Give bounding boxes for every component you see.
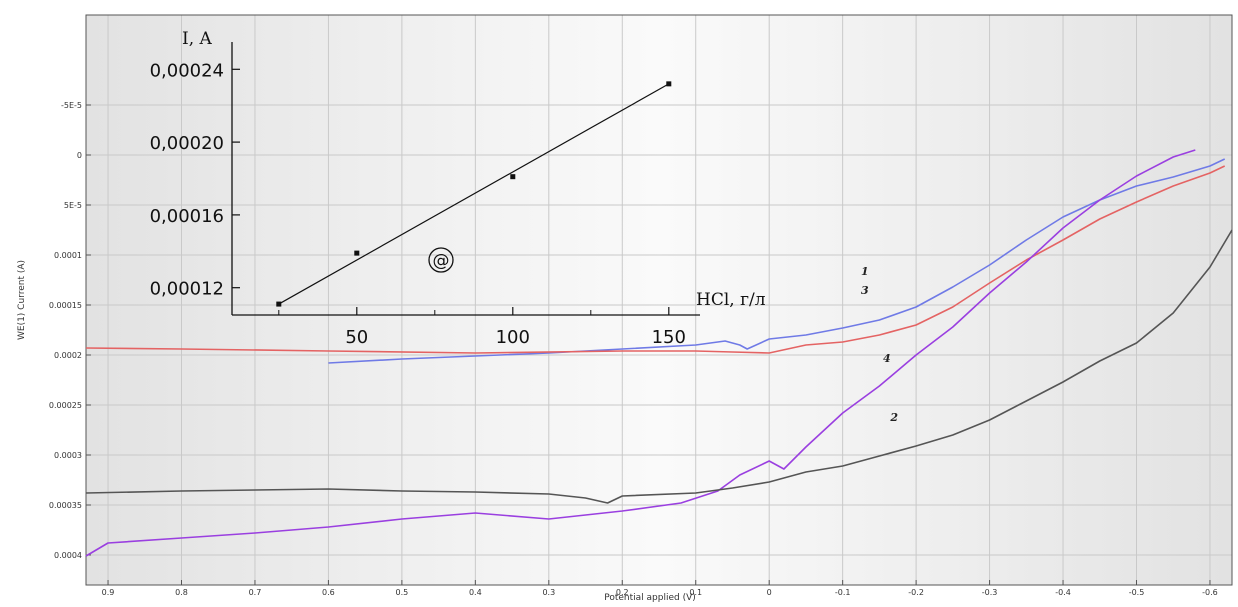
main-x-tick-label: 0.4	[469, 588, 482, 597]
main-y-tick-label: 0	[77, 151, 82, 160]
main-y-tick-label: 0.00035	[49, 501, 82, 510]
inset-x-tick-label: 50	[345, 327, 368, 348]
main-x-tick-label: 0.8	[175, 588, 188, 597]
main-y-tick-label: 0.00025	[49, 401, 82, 410]
inset-chart: 0,00012 0,00016 0,00020 0,00024 50 100 150 I,…	[150, 29, 766, 348]
inset-data-point	[510, 174, 516, 180]
curve-label-4: 4	[883, 352, 891, 365]
main-y-axis-label: WE(1) Current (A)	[17, 260, 27, 340]
inset-y-tick-label: 0,00024	[150, 60, 224, 81]
main-x-tick-label: 0.7	[249, 588, 262, 597]
inset-x-tick-label: 100	[496, 327, 530, 348]
curve-4	[85, 149, 1196, 557]
main-x-tick-label: -0.1	[835, 588, 851, 597]
main-y-tick-label: 0.0002	[54, 351, 82, 360]
inset-annotation: @	[433, 251, 450, 271]
main-y-tick-label: 0.0003	[54, 451, 82, 460]
inset-data-point	[276, 301, 282, 307]
main-grid	[86, 15, 1232, 585]
inset-y-tick-label: 0,00020	[150, 133, 224, 154]
inset-x-ticks: 50 100 150	[278, 307, 686, 348]
main-x-tick-label: -0.3	[982, 588, 998, 597]
inset-y-tick-label: 0,00012	[150, 279, 224, 300]
inset-x-axis-label: HCl, г/л	[696, 290, 766, 310]
main-y-ticks: -5E-5 0 5E-5 0.0001 0.00015 0.0002 0.00025 0.00…	[49, 101, 91, 560]
inset-fit-line	[278, 83, 670, 305]
main-y-tick-label: 0.0001	[54, 251, 82, 260]
main-x-tick-label: 0	[767, 588, 772, 597]
inset-y-tick-label: 0,00016	[150, 206, 224, 227]
main-y-tick-label: 5E-5	[64, 201, 82, 210]
main-x-tick-label: -0.5	[1129, 588, 1145, 597]
inset-data-point	[354, 250, 360, 256]
curve-label-1: 1	[861, 265, 869, 278]
main-x-tick-label: 0.9	[102, 588, 115, 597]
main-x-tick-label: 0.5	[396, 588, 409, 597]
inset-fit-group	[278, 83, 670, 305]
plot-background	[86, 15, 1232, 585]
inset-annotation-circle	[428, 247, 454, 273]
curve-2	[85, 229, 1233, 504]
main-y-tick-label: -5E-5	[61, 101, 82, 110]
curve-label-3: 3	[861, 284, 869, 297]
inset-y-axis-label: I, A	[182, 29, 213, 49]
main-x-tick-label: -0.4	[1055, 588, 1071, 597]
curve-1	[328, 158, 1226, 364]
curve-3	[85, 165, 1226, 354]
main-x-ticks: 0.9 0.8 0.7 0.6 0.5 0.4 0.3 0.2 0.1 0 -0.1 -0.2 -0.3…	[102, 580, 1218, 597]
main-y-tick-label: 0.00015	[49, 301, 82, 310]
main-x-tick-label: 0.2	[616, 588, 629, 597]
inset-x-tick-label: 150	[652, 327, 686, 348]
main-y-tick-label: 0.0004	[54, 551, 82, 560]
inset-y-ticks: 0,00012 0,00016 0,00020 0,00024	[150, 60, 240, 300]
main-x-tick-label: 0.1	[689, 588, 702, 597]
inset-points	[276, 81, 672, 307]
main-x-tick-label: -0.2	[908, 588, 924, 597]
plot-frame	[85, 14, 1233, 586]
main-x-tick-label: 0.6	[322, 588, 335, 597]
main-series-labels: 1 3 4 2	[861, 265, 898, 424]
inset-data-point	[666, 81, 672, 87]
main-x-axis-label: Potential applied (V)	[604, 593, 696, 603]
main-x-tick-label: -0.6	[1202, 588, 1218, 597]
main-x-tick-label: 0.3	[542, 588, 555, 597]
curve-label-2: 2	[889, 411, 898, 424]
main-series-group	[85, 149, 1233, 557]
